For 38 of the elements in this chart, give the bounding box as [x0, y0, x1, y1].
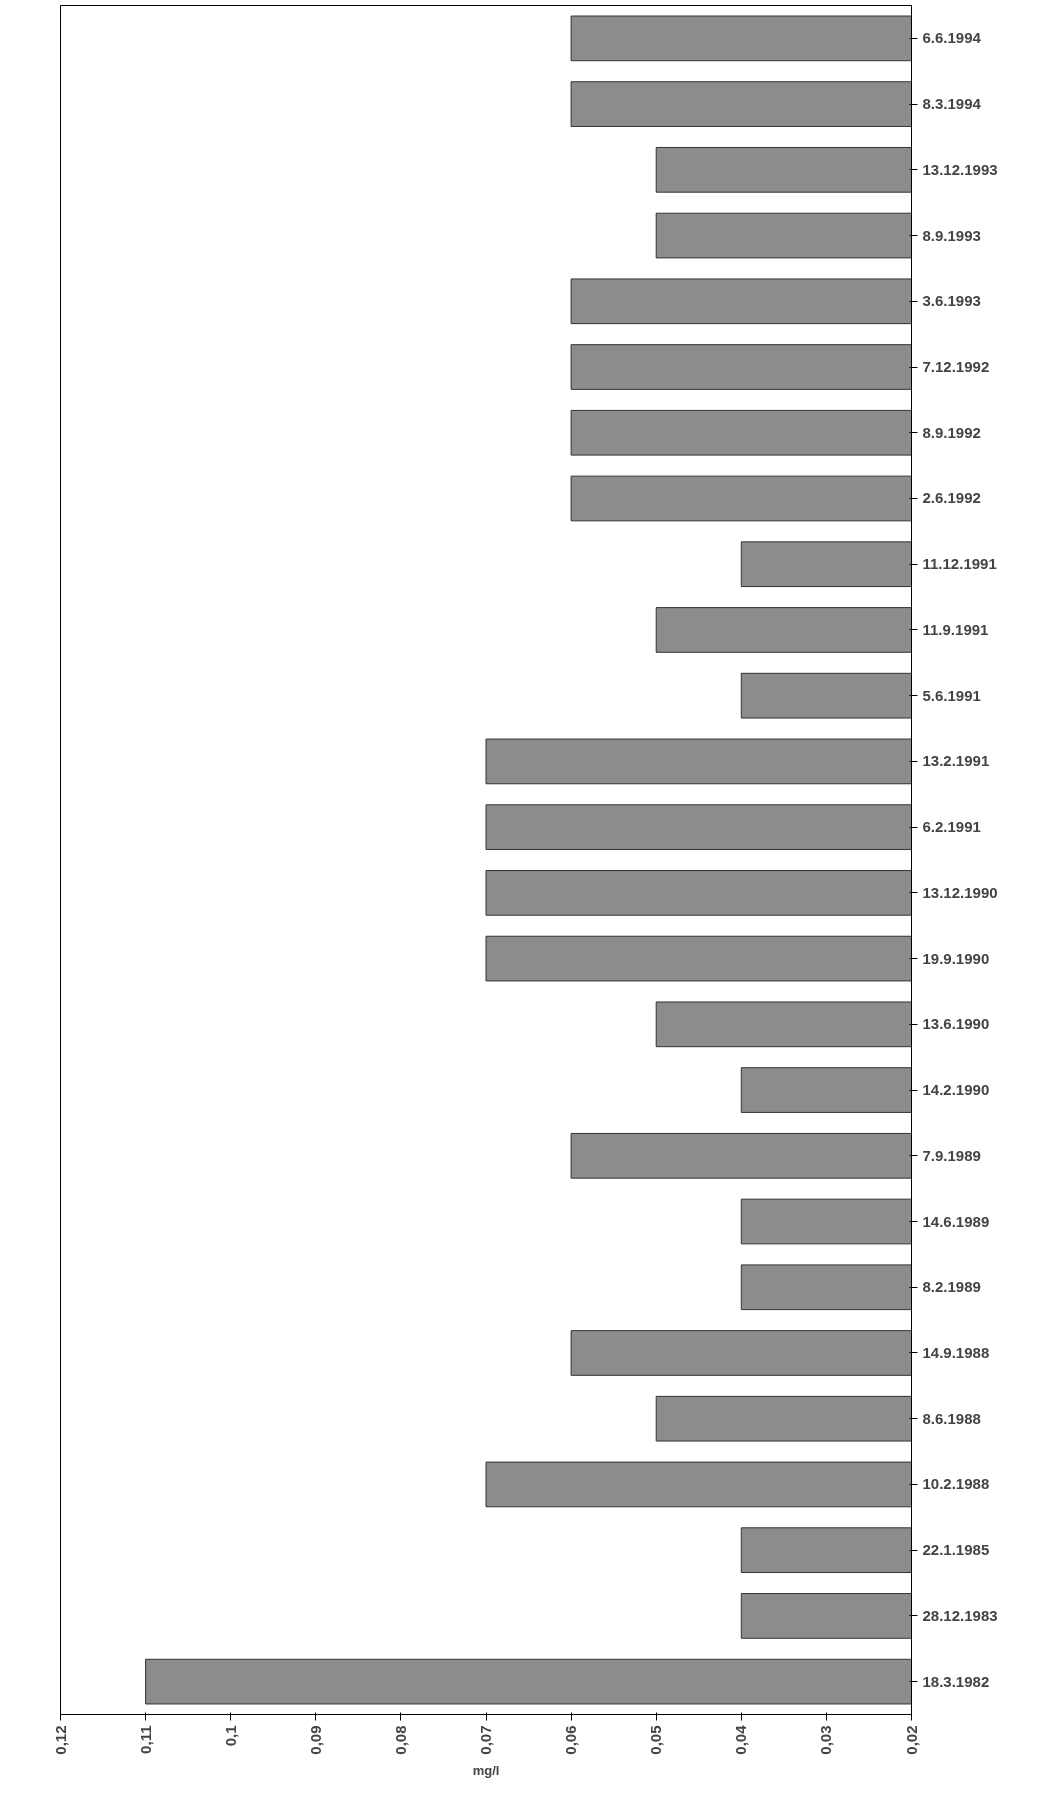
y-tick-label: 6.2.1991 — [922, 818, 981, 836]
y-tick-label: 13.6.1990 — [922, 1015, 990, 1033]
y-tick-label: 14.6.1989 — [922, 1212, 990, 1230]
x-axis-title: mg/l — [472, 1762, 500, 1778]
y-tick-label: 11.12.1991 — [922, 555, 997, 573]
y-tick-label: 8.2.1989 — [922, 1278, 981, 1296]
x-tick-label: 0,12 — [51, 1725, 69, 1755]
x-tick-label: 0,02 — [902, 1725, 920, 1755]
y-tick-label: 7.12.1992 — [922, 358, 990, 376]
y-tick-label: 22.1.1985 — [922, 1541, 990, 1559]
x-tick-label: 0,07 — [477, 1725, 494, 1755]
x-tick-label: 0,08 — [391, 1725, 409, 1755]
y-tick-label: 8.9.1992 — [922, 423, 981, 441]
x-tick-label: 0,03 — [817, 1725, 835, 1755]
y-tick-label: 5.6.1991 — [922, 686, 981, 704]
y-tick-label: 18.3.1982 — [922, 1672, 990, 1690]
y-tick-label: 28.12.1983 — [922, 1606, 998, 1624]
y-tick-label: 19.9.1990 — [922, 949, 990, 967]
x-tick-label: 0,09 — [306, 1725, 324, 1755]
y-tick-label: 14.2.1990 — [922, 1081, 990, 1099]
y-tick-label: 8.9.1993 — [922, 226, 981, 244]
y-tick-label: 11.9.1991 — [922, 620, 989, 638]
x-tick-label: 0,11 — [136, 1725, 154, 1754]
x-tick-label: 0,05 — [647, 1725, 665, 1755]
x-tick-label: 0,04 — [732, 1724, 750, 1755]
y-tick-label: 10.2.1988 — [922, 1475, 990, 1493]
y-tick-label: 6.6.1994 — [922, 29, 982, 47]
x-tick-label: 0,1 — [221, 1725, 239, 1747]
y-tick-label: 8.6.1988 — [922, 1409, 981, 1427]
y-tick-label: 13.2.1991 — [922, 752, 990, 770]
y-tick-label: 3.6.1993 — [922, 292, 981, 310]
y-tick-label: 13.12.1990 — [922, 883, 998, 901]
y-tick-label: 2.6.1992 — [922, 489, 981, 507]
y-tick-label: 14.9.1988 — [922, 1343, 990, 1361]
y-tick-label: 13.12.1993 — [922, 160, 998, 178]
y-tick-label: 7.9.1989 — [922, 1146, 981, 1164]
x-tick-label: 0,06 — [562, 1725, 580, 1755]
y-tick-label: 8.3.1994 — [922, 95, 982, 113]
